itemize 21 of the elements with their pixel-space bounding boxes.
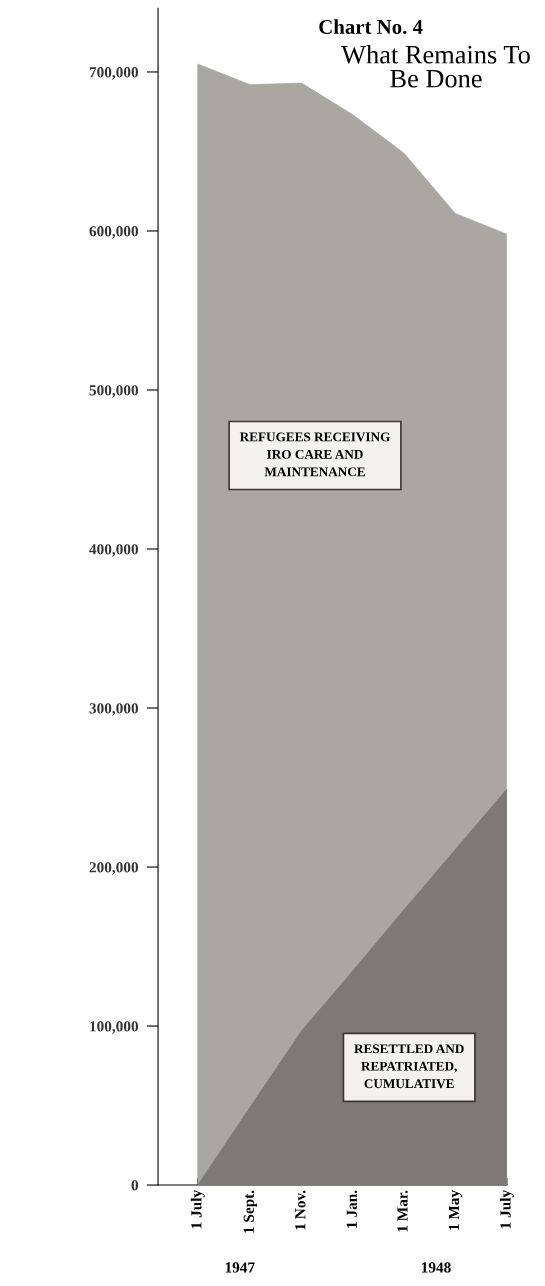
x-tick-label: 1 Mar.	[397, 1190, 408, 1232]
y-tick-label: 400,000	[89, 544, 139, 557]
x-tick-label: 1 Nov.	[295, 1190, 306, 1230]
chart-title: Chart No. 4	[319, 19, 423, 35]
x-tick-label: 1 July	[499, 1190, 514, 1229]
y-tick-label: 700,000	[89, 67, 139, 80]
x-tick-label: 1 Sept.	[243, 1190, 258, 1233]
y-tick-label: 500,000	[89, 385, 139, 398]
text: 1948	[421, 1262, 451, 1273]
y-tick-label: 600,000	[89, 226, 139, 239]
x-tick-label: 1 May	[448, 1190, 463, 1230]
y-tick-label: 200,000	[89, 862, 139, 875]
y-tick-label: 300,000	[89, 703, 139, 716]
text: What Remains To Be Done	[341, 45, 530, 88]
series-label: RESETTLED AND REPATRIATED, CUMULATIVE	[354, 1044, 464, 1089]
series-label: REFUGEES RECEIVING IRO CARE AND MAINTENANCE	[239, 432, 390, 477]
y-tick-label: 100,000	[90, 1021, 139, 1034]
x-tick-label: 1 July	[190, 1190, 205, 1229]
y-tick-label: 0	[131, 1180, 139, 1191]
text: 1947	[225, 1262, 255, 1273]
x-tick-label: 1 Jan.	[346, 1190, 358, 1228]
